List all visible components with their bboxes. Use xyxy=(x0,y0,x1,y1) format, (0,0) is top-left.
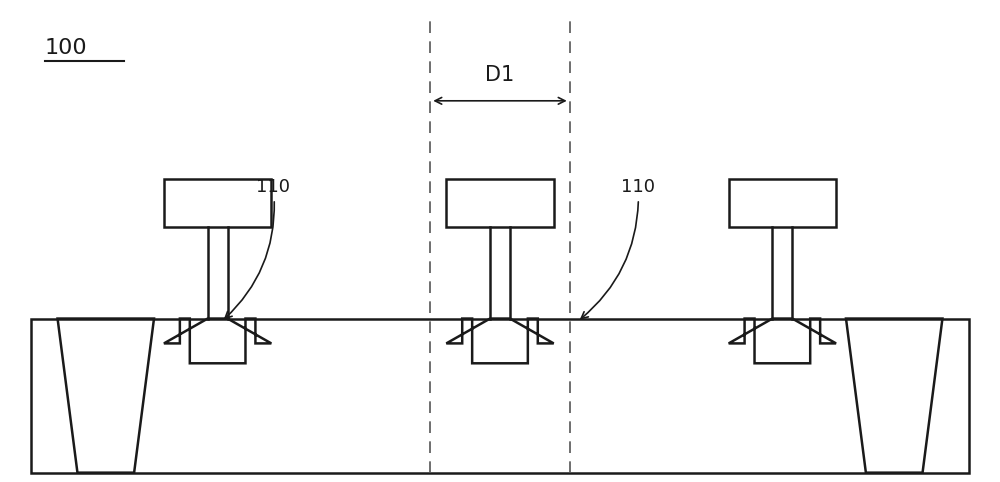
Bar xyxy=(164,179,271,227)
Text: 110: 110 xyxy=(581,178,655,319)
Text: 110: 110 xyxy=(225,178,290,319)
Text: D1: D1 xyxy=(485,65,515,85)
Bar xyxy=(31,319,969,473)
Text: 100: 100 xyxy=(45,38,87,58)
Bar xyxy=(729,179,836,227)
Bar xyxy=(446,179,554,227)
